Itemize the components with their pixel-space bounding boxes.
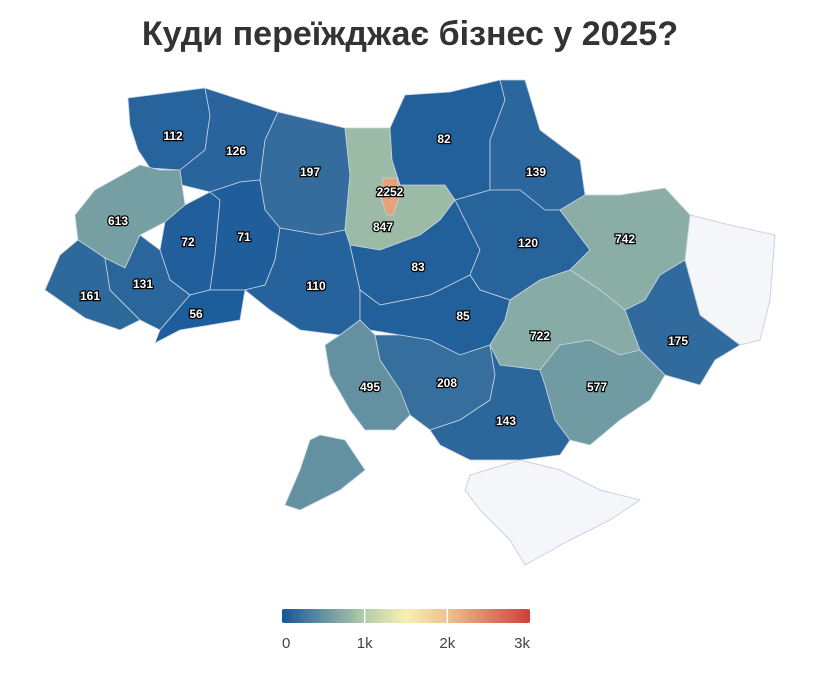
region-value-label: 175 [668,334,688,348]
region-value-label: 110 [306,279,326,293]
region-value-label: 742 [615,232,635,246]
region-value-label: 83 [411,260,425,274]
colorbar [282,609,530,623]
region-value-label: 208 [437,376,457,390]
colorbar-tick-label: 0 [282,635,290,652]
region-value-label: 722 [530,329,550,343]
region-value-label: 613 [108,214,128,228]
region [154,289,246,344]
region [104,234,191,331]
region [539,339,666,446]
region-value-label: 71 [237,230,251,244]
region [379,177,401,216]
region-value-label: 847 [373,220,393,234]
region-value-label: 72 [181,235,195,249]
region-value-label: 197 [300,165,320,179]
region-value-label: 139 [526,165,546,179]
map-title: Куди переїжджає бізнес у 2025? [142,15,678,53]
region-value-label: 126 [226,144,246,158]
region-value-label: 120 [518,236,538,250]
colorbar-tick-label: 2k [439,635,455,652]
region-value-label: 112 [163,129,183,143]
colorbar-tick-label: 1k [357,635,373,652]
region [284,434,366,511]
colorbar-tick-label: 3k [514,635,530,652]
region-value-label: 82 [437,132,451,146]
region-value-label: 143 [496,414,516,428]
region-value-label: 131 [133,277,153,291]
region-value-label: 85 [456,309,470,323]
region-value-label: 161 [80,289,100,303]
region-value-label: 56 [189,307,203,321]
region-value-label: 2252 [377,185,404,199]
region-value-label: 577 [587,380,607,394]
region-no-data [464,459,642,566]
region-value-label: 495 [360,380,380,394]
